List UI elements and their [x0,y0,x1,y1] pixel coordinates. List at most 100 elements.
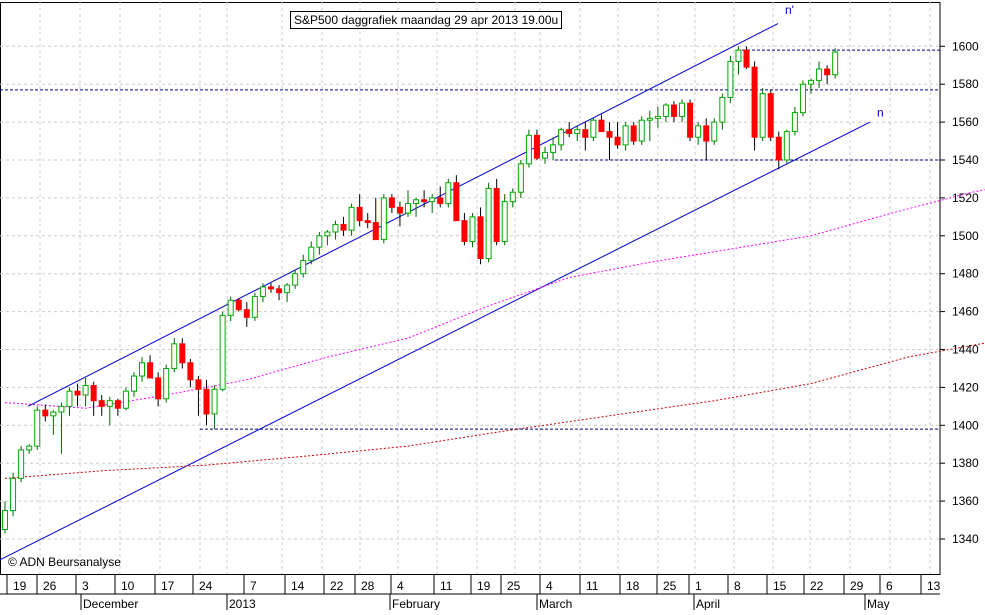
candle-down [453,182,460,222]
x-day-label: 28 [361,579,375,593]
candle-up [163,367,170,400]
x-day-label: 4 [397,579,404,593]
candle-up [82,385,89,396]
candle-up [211,388,218,415]
x-month-label: April [696,597,720,610]
y-tick-label: 1500 [952,229,979,243]
candle-up [308,246,315,261]
candle-up [429,197,436,203]
x-day-label: 22 [330,579,344,593]
chart-title: S&P500 daggrafiek maandag 29 apr 2013 19… [290,11,563,29]
candle-down [437,197,444,205]
y-tick-label: 1460 [952,305,979,319]
candle-down [114,400,121,409]
candle-down [235,299,242,311]
x-month-label: February [392,597,440,610]
x-day-label: 4 [546,579,553,593]
x-day-label: 25 [663,579,677,593]
y-tick-label: 1420 [952,380,979,394]
x-day-label: 17 [161,579,175,593]
x-month-label: May [867,597,890,610]
candle-down [566,129,573,134]
x-month-label: 2013 [229,597,256,610]
x-day-label: 15 [773,579,787,593]
candle-up [542,151,549,159]
candle-up [558,129,565,146]
candle-up [719,96,726,123]
x-day-label: 6 [886,579,893,593]
candle-down [147,362,154,379]
candle-down [421,199,428,203]
moving-average-long [4,342,985,479]
candle-up [654,115,661,119]
candle-up [106,400,113,407]
x-day-label: 10 [121,579,135,593]
candle-up [292,273,299,286]
x-day-label: 14 [291,579,305,593]
candle-up [783,131,790,161]
candle-up [171,343,178,369]
moving-average-short [4,189,985,409]
x-day-label: 22 [810,579,824,593]
candle-up [259,286,266,297]
candle-down [703,125,710,142]
candle-down [461,220,468,242]
y-tick-label: 1600 [952,39,979,53]
candle-down [179,343,186,364]
candle-up [130,375,137,392]
y-tick-label: 1540 [952,153,979,167]
candle-up [405,203,411,214]
candle-up [139,362,146,377]
candle-up [679,102,686,117]
candle-down [670,104,677,117]
channel-label-upper: n' [785,3,794,17]
candle-down [90,385,97,402]
candle-up [791,112,798,133]
candle-down [493,187,500,242]
candle-down [372,222,379,241]
candle-up [485,187,492,260]
candle-up [26,445,33,451]
candle-up [469,216,476,242]
candle-up [300,259,307,275]
candle-up [799,83,806,114]
candle-down [533,134,540,159]
candle-up [525,134,532,165]
candle-down [340,223,347,231]
candle-down [267,286,274,290]
candle-down [195,379,202,390]
candle-up [501,201,508,242]
x-day-label: 3 [82,579,89,593]
candle-down [743,49,750,68]
channel-line-upper [27,23,779,407]
x-day-label: 26 [43,579,57,593]
candle-up [517,163,524,193]
candle-down [364,220,371,224]
channel-line-lower [0,121,871,561]
copyright-text: © ADN Beursanalyse [8,555,121,569]
y-tick-label: 1380 [952,456,979,470]
candle-down [630,125,637,142]
candle-up [662,104,669,117]
candle-up [122,390,129,409]
x-day-label: 24 [199,579,213,593]
candle-up [284,284,291,294]
candle-down [477,216,484,260]
candle-down [243,309,250,318]
x-day-label: 1 [695,579,702,593]
candle-up [808,79,814,85]
candle-up [727,60,734,98]
candle-down [74,390,81,396]
x-day-label: 7 [250,579,257,593]
candle-up [646,117,653,121]
candle-up [832,51,839,76]
x-day-label: 13 [927,579,941,593]
candle-up [816,68,823,81]
y-tick-label: 1480 [952,267,979,281]
candle-down [187,362,194,381]
candle-down [388,197,395,208]
y-tick-label: 1580 [952,77,979,91]
candle-up [735,49,742,62]
candle-up [695,125,702,138]
candle-up [638,119,645,142]
